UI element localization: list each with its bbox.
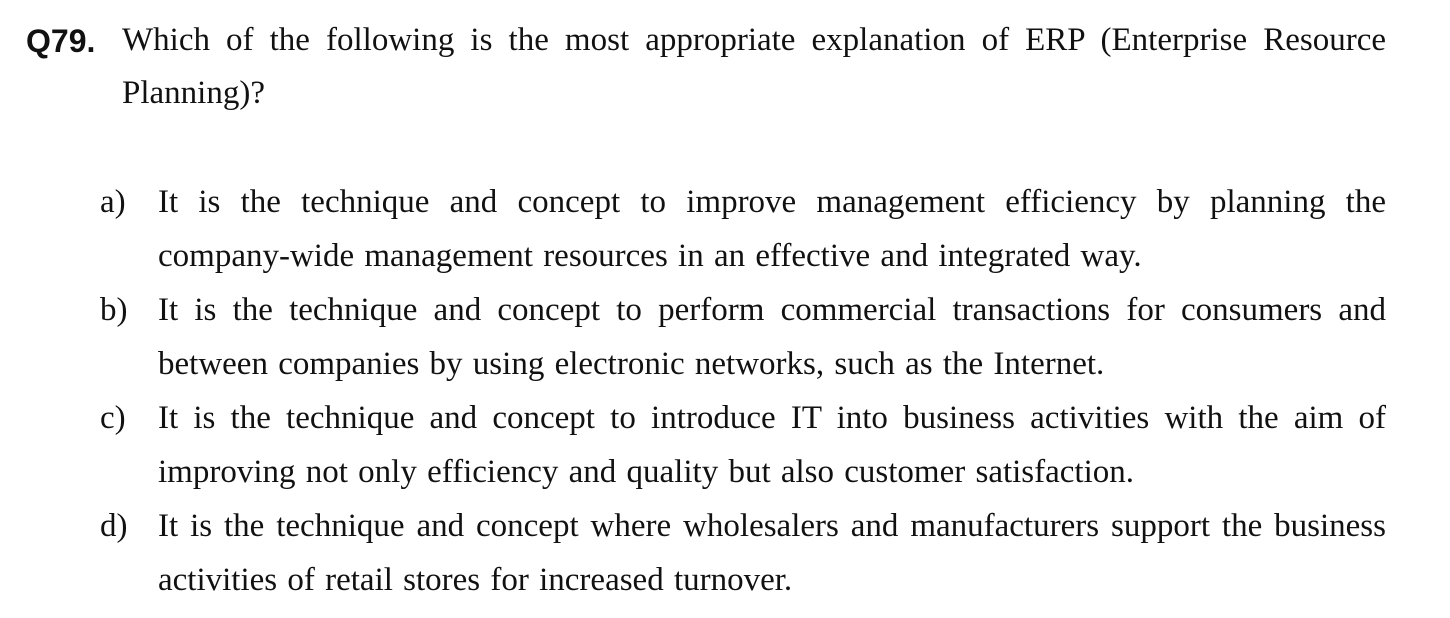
option-letter: c) xyxy=(100,400,126,436)
option-text: It is the technique and concept to intro… xyxy=(158,400,1386,490)
option-letter: d) xyxy=(100,508,128,544)
question-block: Q79. Which of the following is the most … xyxy=(26,14,1386,120)
answer-options: a) It is the technique and concept to im… xyxy=(100,175,1386,607)
option-text: It is the technique and concept to perfo… xyxy=(158,292,1386,382)
option-text: It is the technique and concept to impro… xyxy=(158,184,1386,274)
option-letter: b) xyxy=(100,292,128,328)
option-a: a) It is the technique and concept to im… xyxy=(100,175,1386,283)
question-text: Which of the following is the most appro… xyxy=(122,22,1386,111)
option-letter: a) xyxy=(100,184,126,220)
option-c: c) It is the technique and concept to in… xyxy=(100,391,1386,499)
option-text: It is the technique and concept where wh… xyxy=(158,508,1386,598)
question-number: Q79. xyxy=(26,23,96,59)
option-d: d) It is the technique and concept where… xyxy=(100,499,1386,607)
option-b: b) It is the technique and concept to pe… xyxy=(100,283,1386,391)
